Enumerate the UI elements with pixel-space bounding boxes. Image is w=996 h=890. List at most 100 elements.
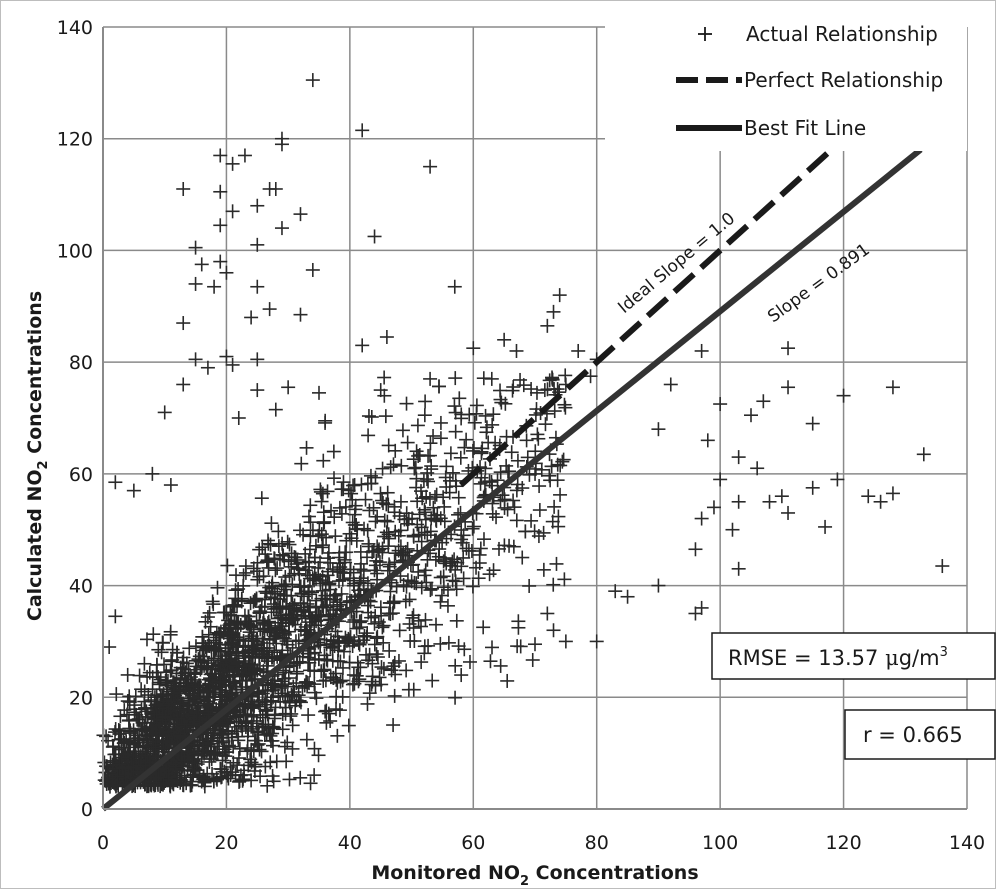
cloud-point bbox=[282, 538, 296, 552]
data-point bbox=[485, 372, 499, 386]
data-point bbox=[713, 397, 727, 411]
data-point bbox=[701, 433, 715, 447]
data-point bbox=[213, 218, 227, 232]
data-point bbox=[189, 277, 203, 291]
cloud-point bbox=[524, 514, 538, 528]
data-point bbox=[293, 308, 307, 322]
y-tick-label: 60 bbox=[69, 464, 93, 486]
cloud-point bbox=[558, 401, 572, 415]
cloud-point bbox=[434, 571, 448, 585]
cloud-point bbox=[210, 581, 224, 595]
best-fit-line bbox=[103, 150, 921, 809]
data-point bbox=[509, 344, 523, 358]
data-point bbox=[559, 634, 573, 648]
data-point bbox=[263, 182, 277, 196]
x-tick-label: 20 bbox=[214, 832, 238, 854]
cloud-point bbox=[424, 459, 438, 473]
cloud-point bbox=[457, 571, 471, 585]
cloud-point bbox=[486, 507, 500, 521]
data-point bbox=[127, 484, 141, 498]
data-point bbox=[423, 160, 437, 174]
cloud-point bbox=[418, 408, 432, 422]
data-point bbox=[226, 204, 240, 218]
cloud-point bbox=[429, 553, 443, 567]
data-point bbox=[547, 305, 561, 319]
cloud-point bbox=[500, 674, 514, 688]
cloud-point bbox=[474, 541, 488, 555]
x-tick-label: 40 bbox=[338, 832, 362, 854]
cloud-point bbox=[447, 552, 461, 566]
data-point bbox=[651, 579, 665, 593]
data-point bbox=[158, 405, 172, 419]
cloud-point bbox=[393, 623, 407, 637]
data-point bbox=[540, 607, 554, 621]
cloud-point bbox=[220, 559, 234, 573]
data-point bbox=[935, 559, 949, 573]
data-point bbox=[207, 280, 221, 294]
cloud-point bbox=[399, 594, 413, 608]
cloud-point bbox=[466, 444, 480, 458]
data-point bbox=[781, 506, 795, 520]
cloud-point bbox=[479, 409, 493, 423]
cloud-point bbox=[441, 599, 455, 613]
r-text: r = 0.665 bbox=[863, 723, 963, 747]
cloud-point bbox=[403, 617, 417, 631]
cloud-point bbox=[360, 697, 374, 711]
cloud-point bbox=[387, 594, 401, 608]
data-point bbox=[466, 341, 480, 355]
fit-slope-annotation: Slope = 0.891 bbox=[764, 240, 874, 327]
cloud-point bbox=[377, 371, 391, 385]
cloud-point bbox=[312, 748, 326, 762]
cloud-point bbox=[307, 742, 321, 756]
cloud-point bbox=[522, 579, 536, 593]
cloud-point bbox=[294, 457, 308, 471]
cloud-point bbox=[255, 491, 269, 505]
cloud-point bbox=[557, 398, 571, 412]
cloud-point bbox=[379, 409, 393, 423]
legend-label-actual: Actual Relationship bbox=[746, 22, 938, 46]
data-point bbox=[775, 489, 789, 503]
cloud-point bbox=[426, 429, 440, 443]
data-point bbox=[250, 352, 264, 366]
cloud-point bbox=[286, 718, 300, 732]
cloud-point bbox=[295, 587, 309, 601]
data-point bbox=[571, 344, 585, 358]
cloud-point bbox=[520, 433, 534, 447]
data-point bbox=[250, 199, 264, 213]
cloud-point bbox=[433, 637, 447, 651]
cloud-point bbox=[109, 687, 123, 701]
cloud-point bbox=[333, 703, 347, 717]
cloud-point bbox=[260, 555, 274, 569]
cloud-point bbox=[511, 621, 525, 635]
cloud-point bbox=[466, 522, 480, 536]
data-point bbox=[917, 447, 931, 461]
cloud-point bbox=[319, 716, 333, 730]
cloud-point bbox=[450, 614, 464, 628]
data-point bbox=[176, 182, 190, 196]
cloud-point bbox=[241, 741, 255, 755]
cloud-point bbox=[454, 668, 468, 682]
cloud-point bbox=[401, 436, 415, 450]
cloud-point bbox=[271, 524, 285, 538]
cloud-point bbox=[370, 567, 384, 581]
data-point bbox=[448, 280, 462, 294]
cloud-point bbox=[549, 557, 563, 571]
cloud-point bbox=[535, 463, 549, 477]
cloud-point bbox=[466, 579, 480, 593]
cloud-point bbox=[533, 503, 547, 517]
cloud-point bbox=[524, 382, 538, 396]
cloud-point bbox=[439, 459, 453, 473]
cloud-point bbox=[319, 704, 333, 718]
data-point bbox=[213, 185, 227, 199]
data-point bbox=[108, 609, 122, 623]
data-point bbox=[621, 590, 635, 604]
cloud-point bbox=[362, 409, 376, 423]
data-point bbox=[651, 422, 665, 436]
cloud-point bbox=[345, 493, 359, 507]
data-point bbox=[590, 634, 604, 648]
x-tick-label: 120 bbox=[825, 832, 861, 854]
reference-lines bbox=[103, 142, 921, 809]
x-tick-label: 0 bbox=[97, 832, 109, 854]
